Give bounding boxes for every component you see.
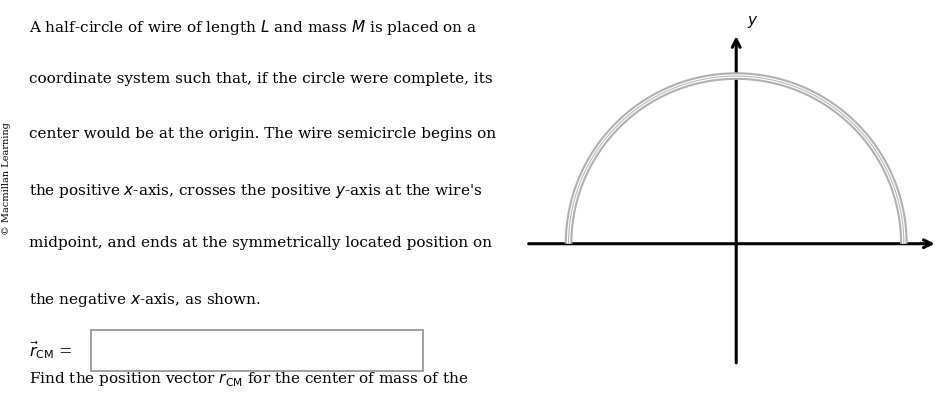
Text: © Macmillan Learning: © Macmillan Learning (2, 122, 10, 235)
Text: center would be at the origin. The wire semicircle begins on: center would be at the origin. The wire … (29, 127, 495, 141)
Text: $y$: $y$ (747, 14, 758, 30)
Text: coordinate system such that, if the circle were complete, its: coordinate system such that, if the circ… (29, 72, 493, 86)
Text: A half-circle of wire of length $L$ and mass $M$ is placed on a: A half-circle of wire of length $L$ and … (29, 18, 477, 37)
Text: the positive $x$-axis, crosses the positive $y$-axis at the wire's: the positive $x$-axis, crosses the posit… (29, 182, 482, 200)
FancyBboxPatch shape (91, 329, 424, 371)
Text: the negative $x$-axis, as shown.: the negative $x$-axis, as shown. (29, 291, 261, 309)
Text: midpoint, and ends at the symmetrically located position on: midpoint, and ends at the symmetrically … (29, 236, 492, 250)
Text: $\vec{r}_{\mathrm{CM}}$ =: $\vec{r}_{\mathrm{CM}}$ = (29, 339, 73, 362)
Text: Find the position vector $\vec{r}_{\mathrm{CM}}$ for the center of mass of the: Find the position vector $\vec{r}_{\math… (29, 367, 468, 389)
